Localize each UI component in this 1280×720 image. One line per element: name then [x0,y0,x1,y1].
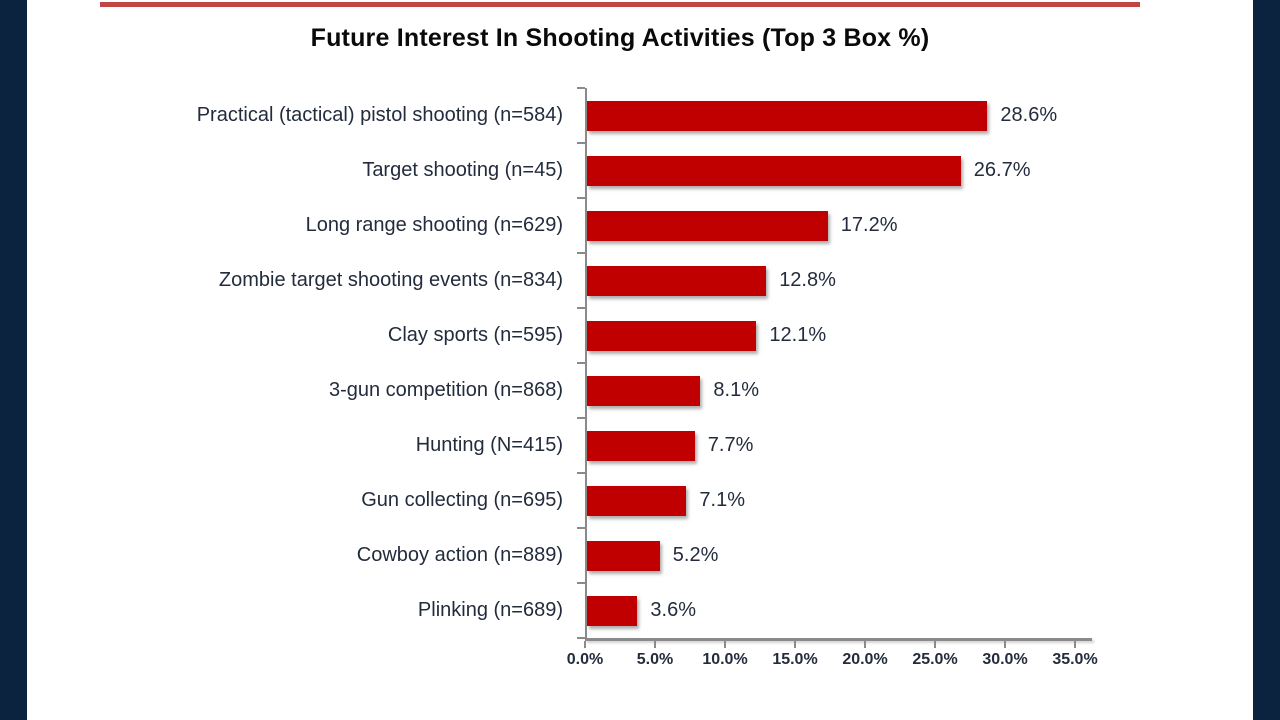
category-label: Clay sports (n=595) [387,324,563,346]
x-axis-tick [654,641,656,648]
bar [587,540,660,571]
x-axis-tick-label: 30.0% [982,651,1028,668]
x-axis-tick [864,641,866,648]
bar-track: 3.6% [585,583,1185,638]
y-axis-tick [577,637,585,639]
category-label: Hunting (N=415) [415,434,563,456]
chart-row: Zombie target shooting events (n=834) 12.… [95,253,1215,308]
y-axis-tick [577,527,585,529]
bar [587,155,961,186]
right-edge-bar [1253,0,1280,720]
bar-track: 12.1% [585,308,1185,363]
category-label: Gun collecting (n=695) [361,489,563,511]
value-label: 7.1% [699,489,745,511]
left-edge-bar [0,0,27,720]
y-axis-tick [577,472,585,474]
bar-track: 5.2% [585,528,1185,583]
y-axis-tick [577,142,585,144]
bar [587,485,687,516]
value-label: 28.6% [1000,104,1058,126]
bar-track: 17.2% [585,198,1185,253]
category-label: Long range shooting (n=629) [305,214,563,236]
category-label: Cowboy action (n=889) [356,544,563,566]
value-label: 3.6% [650,599,696,621]
x-axis-tick [1004,641,1006,648]
value-label: 5.2% [672,544,719,566]
value-label: 17.2% [840,214,898,236]
x-axis-tick-label: 20.0% [842,651,888,668]
category-label: Zombie target shooting events (n=834) [218,269,563,291]
x-axis-tick-label: 15.0% [772,651,818,668]
chart-row: Plinking (n=689) 3.6% [95,583,1215,638]
bar-track: 26.7% [585,143,1185,198]
chart-row: Clay sports (n=595) 12.1% [95,308,1215,363]
bar-track: 28.6% [585,88,1185,143]
category-label: 3-gun competition (n=868) [328,379,563,401]
y-axis-tick [577,197,585,199]
chart-row: Long range shooting (n=629) 17.2% [95,198,1215,253]
x-axis-tick [584,641,586,648]
bar [587,265,767,296]
bar [587,210,828,241]
chart-row: Target shooting (n=45) 26.7% [95,143,1215,198]
bar-track: 7.7% [585,418,1185,473]
category-label: Plinking (n=689) [417,599,563,621]
value-label: 12.8% [779,269,836,291]
bar-track: 12.8% [585,253,1185,308]
bar [587,595,638,626]
value-label: 12.1% [769,324,827,346]
y-axis-tick [577,307,585,309]
chart-title: Future Interest In Shooting Activities (… [310,24,930,52]
x-axis-tick [724,641,726,648]
value-label: 26.7% [973,159,1031,181]
bar [587,430,695,461]
y-axis-tick [577,252,585,254]
x-axis-tick-label: 25.0% [912,651,958,668]
x-axis-tick-label: 35.0% [1052,651,1098,668]
value-label: 7.7% [707,434,754,456]
y-axis-tick [577,362,585,364]
y-axis-tick [577,582,585,584]
bar [587,320,757,351]
x-axis-tick-label: 10.0% [702,651,748,668]
bar-chart: Practical (tactical) pistol shooting (n=… [95,87,1215,708]
x-axis-tick-label: 0.0% [566,651,604,668]
x-axis-tick [934,641,936,648]
y-axis-tick [577,87,585,89]
chart-rows: Practical (tactical) pistol shooting (n=… [95,88,1215,638]
x-axis-tick [1074,641,1076,648]
bar [587,375,701,406]
chart-row: Cowboy action (n=889) 5.2% [95,528,1215,583]
chart-row: 3-gun competition (n=868) 8.1% [95,363,1215,418]
y-axis-tick [577,417,585,419]
top-accent-rule [100,2,1140,7]
x-axis-line [585,638,1092,641]
chart-row: Gun collecting (n=695) 7.1% [95,473,1215,528]
category-label: Practical (tactical) pistol shooting (n=… [196,104,563,126]
value-label: 8.1% [713,379,759,401]
bar [587,100,988,131]
bar-track: 8.1% [585,363,1185,418]
category-label: Target shooting (n=45) [362,159,563,181]
chart-row: Hunting (N=415) 7.7% [95,418,1215,473]
x-axis-tick [794,641,796,648]
chart-row: Practical (tactical) pistol shooting (n=… [95,88,1215,143]
x-axis-tick-label: 5.0% [636,651,674,668]
bar-track: 7.1% [585,473,1185,528]
